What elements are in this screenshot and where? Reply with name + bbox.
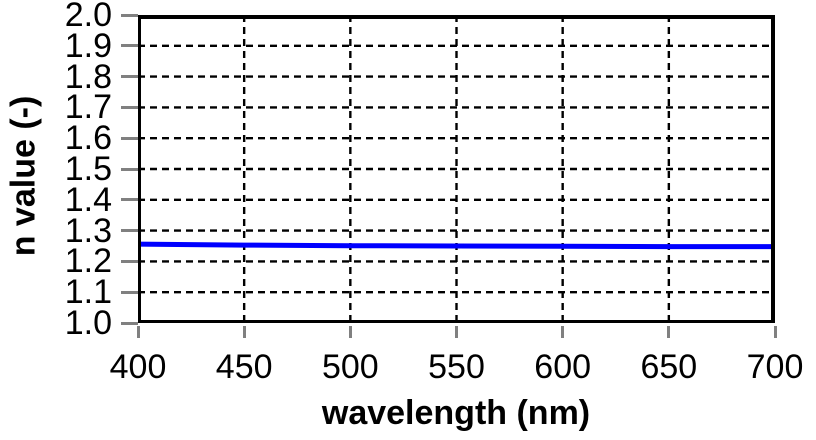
- y-tick-label: 1.7: [64, 88, 112, 127]
- x-tick-label: 550: [428, 348, 485, 386]
- y-tick-mark: [121, 167, 138, 171]
- y-tick-mark: [121, 75, 138, 79]
- y-tick-label: 1.1: [64, 273, 112, 312]
- x-tick-label: 500: [321, 348, 379, 386]
- x-tick-mark: [773, 326, 777, 338]
- chart-canvas: [138, 15, 775, 323]
- y-tick-label: 1.2: [64, 242, 112, 281]
- y-tick-mark: [121, 13, 138, 17]
- x-tick-label: 700: [746, 348, 804, 386]
- y-tick-mark: [121, 136, 138, 140]
- y-tick-mark: [121, 321, 138, 325]
- x-tick-label: 600: [534, 348, 592, 386]
- y-tick-mark: [121, 198, 138, 202]
- x-tick-mark: [455, 326, 458, 338]
- x-tick-mark: [242, 326, 246, 338]
- x-tick-label: 450: [215, 348, 273, 386]
- x-tick-mark: [348, 326, 352, 338]
- y-tick-label: 1.3: [64, 211, 112, 250]
- x-axis-title: wavelength (nm): [321, 394, 591, 432]
- y-tick-label: 1.5: [64, 150, 112, 188]
- x-tick-mark: [667, 326, 671, 338]
- y-tick-label: 1.4: [64, 180, 112, 219]
- x-tick-mark: [561, 326, 565, 338]
- y-tick-label: 1.8: [64, 57, 112, 96]
- x-tick-mark: [136, 326, 140, 338]
- y-tick-mark: [121, 105, 138, 109]
- y-tick-mark: [121, 229, 138, 233]
- y-tick-mark: [121, 44, 138, 48]
- x-tick-label: 400: [109, 348, 167, 386]
- y-tick-label: 1.0: [64, 304, 112, 342]
- y-tick-label: 2.0: [64, 0, 112, 34]
- x-tick-label: 650: [640, 348, 698, 386]
- data-line-n-value: [138, 241, 775, 250]
- y-tick-label: 1.6: [64, 119, 112, 158]
- y-tick-mark: [121, 290, 138, 294]
- y-tick-mark: [121, 259, 138, 263]
- y-tick-label: 1.9: [64, 26, 112, 65]
